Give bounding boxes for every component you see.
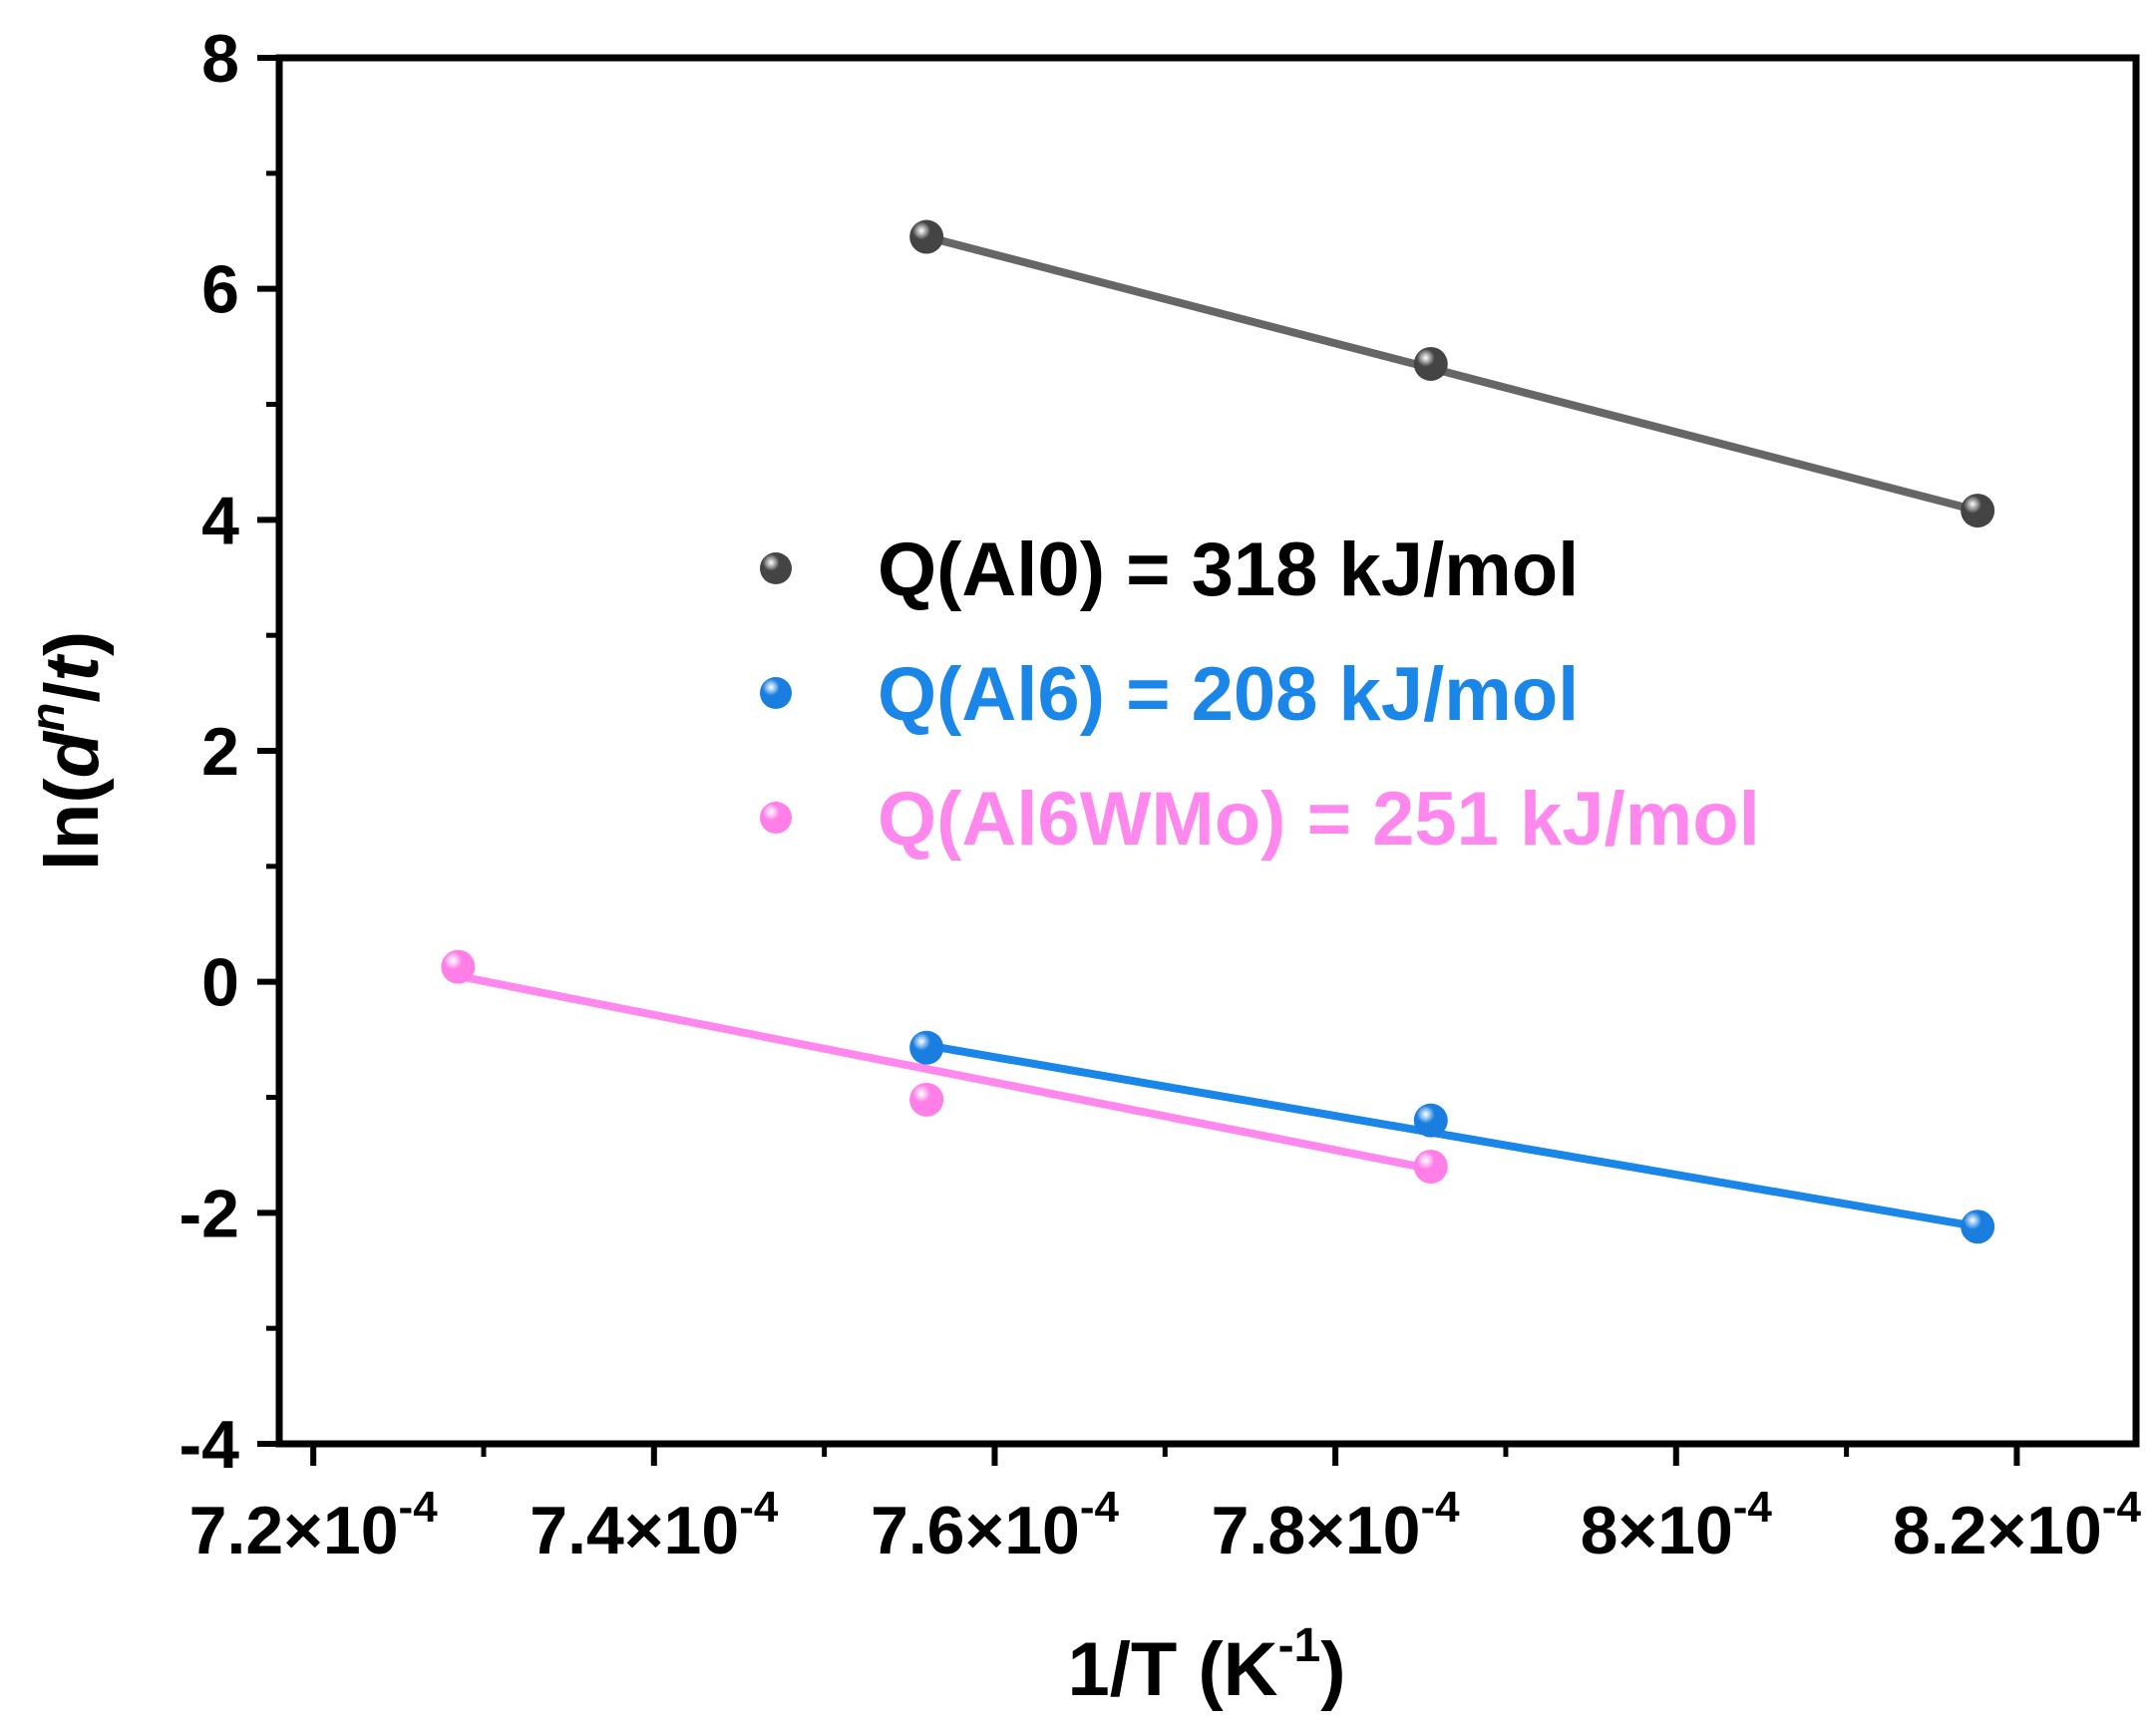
y-tick-label: 4 [201, 483, 239, 558]
x-tick-label: 8.2×10-4 [1893, 1483, 2142, 1568]
data-point-al0 [1413, 346, 1448, 381]
x-tick-label: 8×10-4 [1581, 1483, 1773, 1568]
series-layer [441, 219, 1995, 1244]
legend: Q(Al0) = 318 kJ/mol Q(Al6) = 208 kJ/mol … [760, 527, 1760, 862]
legend-label-al6wmo: Q(Al6WMo) = 251 kJ/mol [878, 777, 1760, 862]
x-tick-label: 7.4×10-4 [530, 1483, 779, 1568]
fit-line-al0 [922, 232, 1982, 516]
legend-label-al6: Q(Al6) = 208 kJ/mol [878, 652, 1579, 737]
y-tick-label: 0 [201, 945, 239, 1021]
legend-marker-al6 [760, 677, 792, 709]
data-point-al6wmo [1413, 1150, 1448, 1184]
plot-frame [275, 54, 2140, 1448]
legend-marker-al0 [760, 552, 792, 584]
data-point-al0 [1961, 494, 1995, 528]
y-tick-label: -2 [180, 1176, 239, 1251]
x-axis-title: 1/T (K-1) [1067, 1619, 1345, 1712]
y-tick-label: 6 [201, 252, 239, 328]
fit-line-al6 [922, 1041, 1982, 1231]
y-tick-label: 2 [201, 714, 239, 790]
data-point-al6wmo [909, 1082, 944, 1117]
y-axis-title: ln(dn/t) [22, 631, 115, 870]
x-tick-label: 7.2×10-4 [189, 1483, 439, 1568]
axis-layer: 7.2×10-4 7.4×10-4 7.6×10-4 7.8×10-4 8×10-4 8.… [180, 21, 2142, 1568]
fit-line-al6wmo [454, 971, 1435, 1174]
x-tick-label: 7.6×10-4 [871, 1483, 1120, 1568]
data-point-al6 [909, 1030, 944, 1065]
data-point-al6wmo [441, 949, 476, 984]
y-tick-label: 8 [201, 21, 239, 97]
x-tick-label: 7.8×10-4 [1212, 1483, 1461, 1568]
data-point-al0 [909, 219, 944, 254]
legend-marker-al6wmo [760, 802, 792, 834]
data-point-al6 [1413, 1103, 1448, 1138]
y-tick-label: -4 [180, 1407, 240, 1483]
legend-label-al0: Q(Al0) = 318 kJ/mol [878, 527, 1579, 612]
data-point-al6 [1961, 1210, 1995, 1244]
